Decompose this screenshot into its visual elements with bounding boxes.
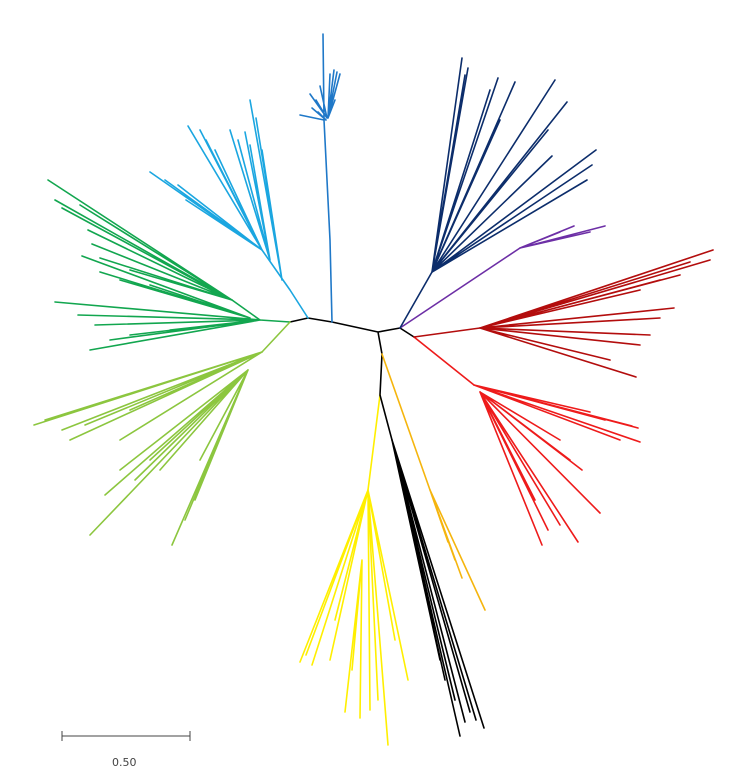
red-stem xyxy=(413,336,475,386)
orange-stem xyxy=(381,353,431,491)
dark-red-tips xyxy=(479,249,714,378)
navy-stem xyxy=(399,271,433,329)
clade-dark-red xyxy=(413,249,714,378)
orange-tips xyxy=(429,489,486,611)
clade-blue xyxy=(299,33,341,323)
blue-tips xyxy=(299,33,341,121)
light-blue-tips xyxy=(149,99,283,281)
blue-stem xyxy=(323,119,333,323)
clade-orange xyxy=(381,353,486,611)
clade-green xyxy=(47,179,291,351)
dark-red-stem xyxy=(413,327,481,338)
clade-black xyxy=(379,394,485,737)
clade-yellow xyxy=(299,394,409,746)
yellow-stem xyxy=(367,394,381,491)
clade-red xyxy=(413,336,641,546)
purple-tips xyxy=(519,225,606,249)
clade-navy xyxy=(399,57,597,329)
clade-light-blue xyxy=(149,99,309,319)
navy-tips xyxy=(431,57,597,273)
light-green-tips xyxy=(33,351,263,546)
purple-stem xyxy=(399,247,521,329)
scale-bar: 0.50 xyxy=(61,731,191,769)
yellow-tips xyxy=(299,489,409,746)
black-stem xyxy=(379,394,393,441)
red-tips xyxy=(473,384,641,546)
clade-light-green xyxy=(33,321,291,546)
tree-backbone xyxy=(289,317,415,396)
black-tips xyxy=(391,439,485,737)
scale-bar-label: 0.50 xyxy=(112,756,137,769)
light-green-stem xyxy=(261,321,291,353)
green-tips xyxy=(47,179,261,351)
light-blue-stem xyxy=(261,249,309,319)
clade-purple xyxy=(399,225,606,329)
